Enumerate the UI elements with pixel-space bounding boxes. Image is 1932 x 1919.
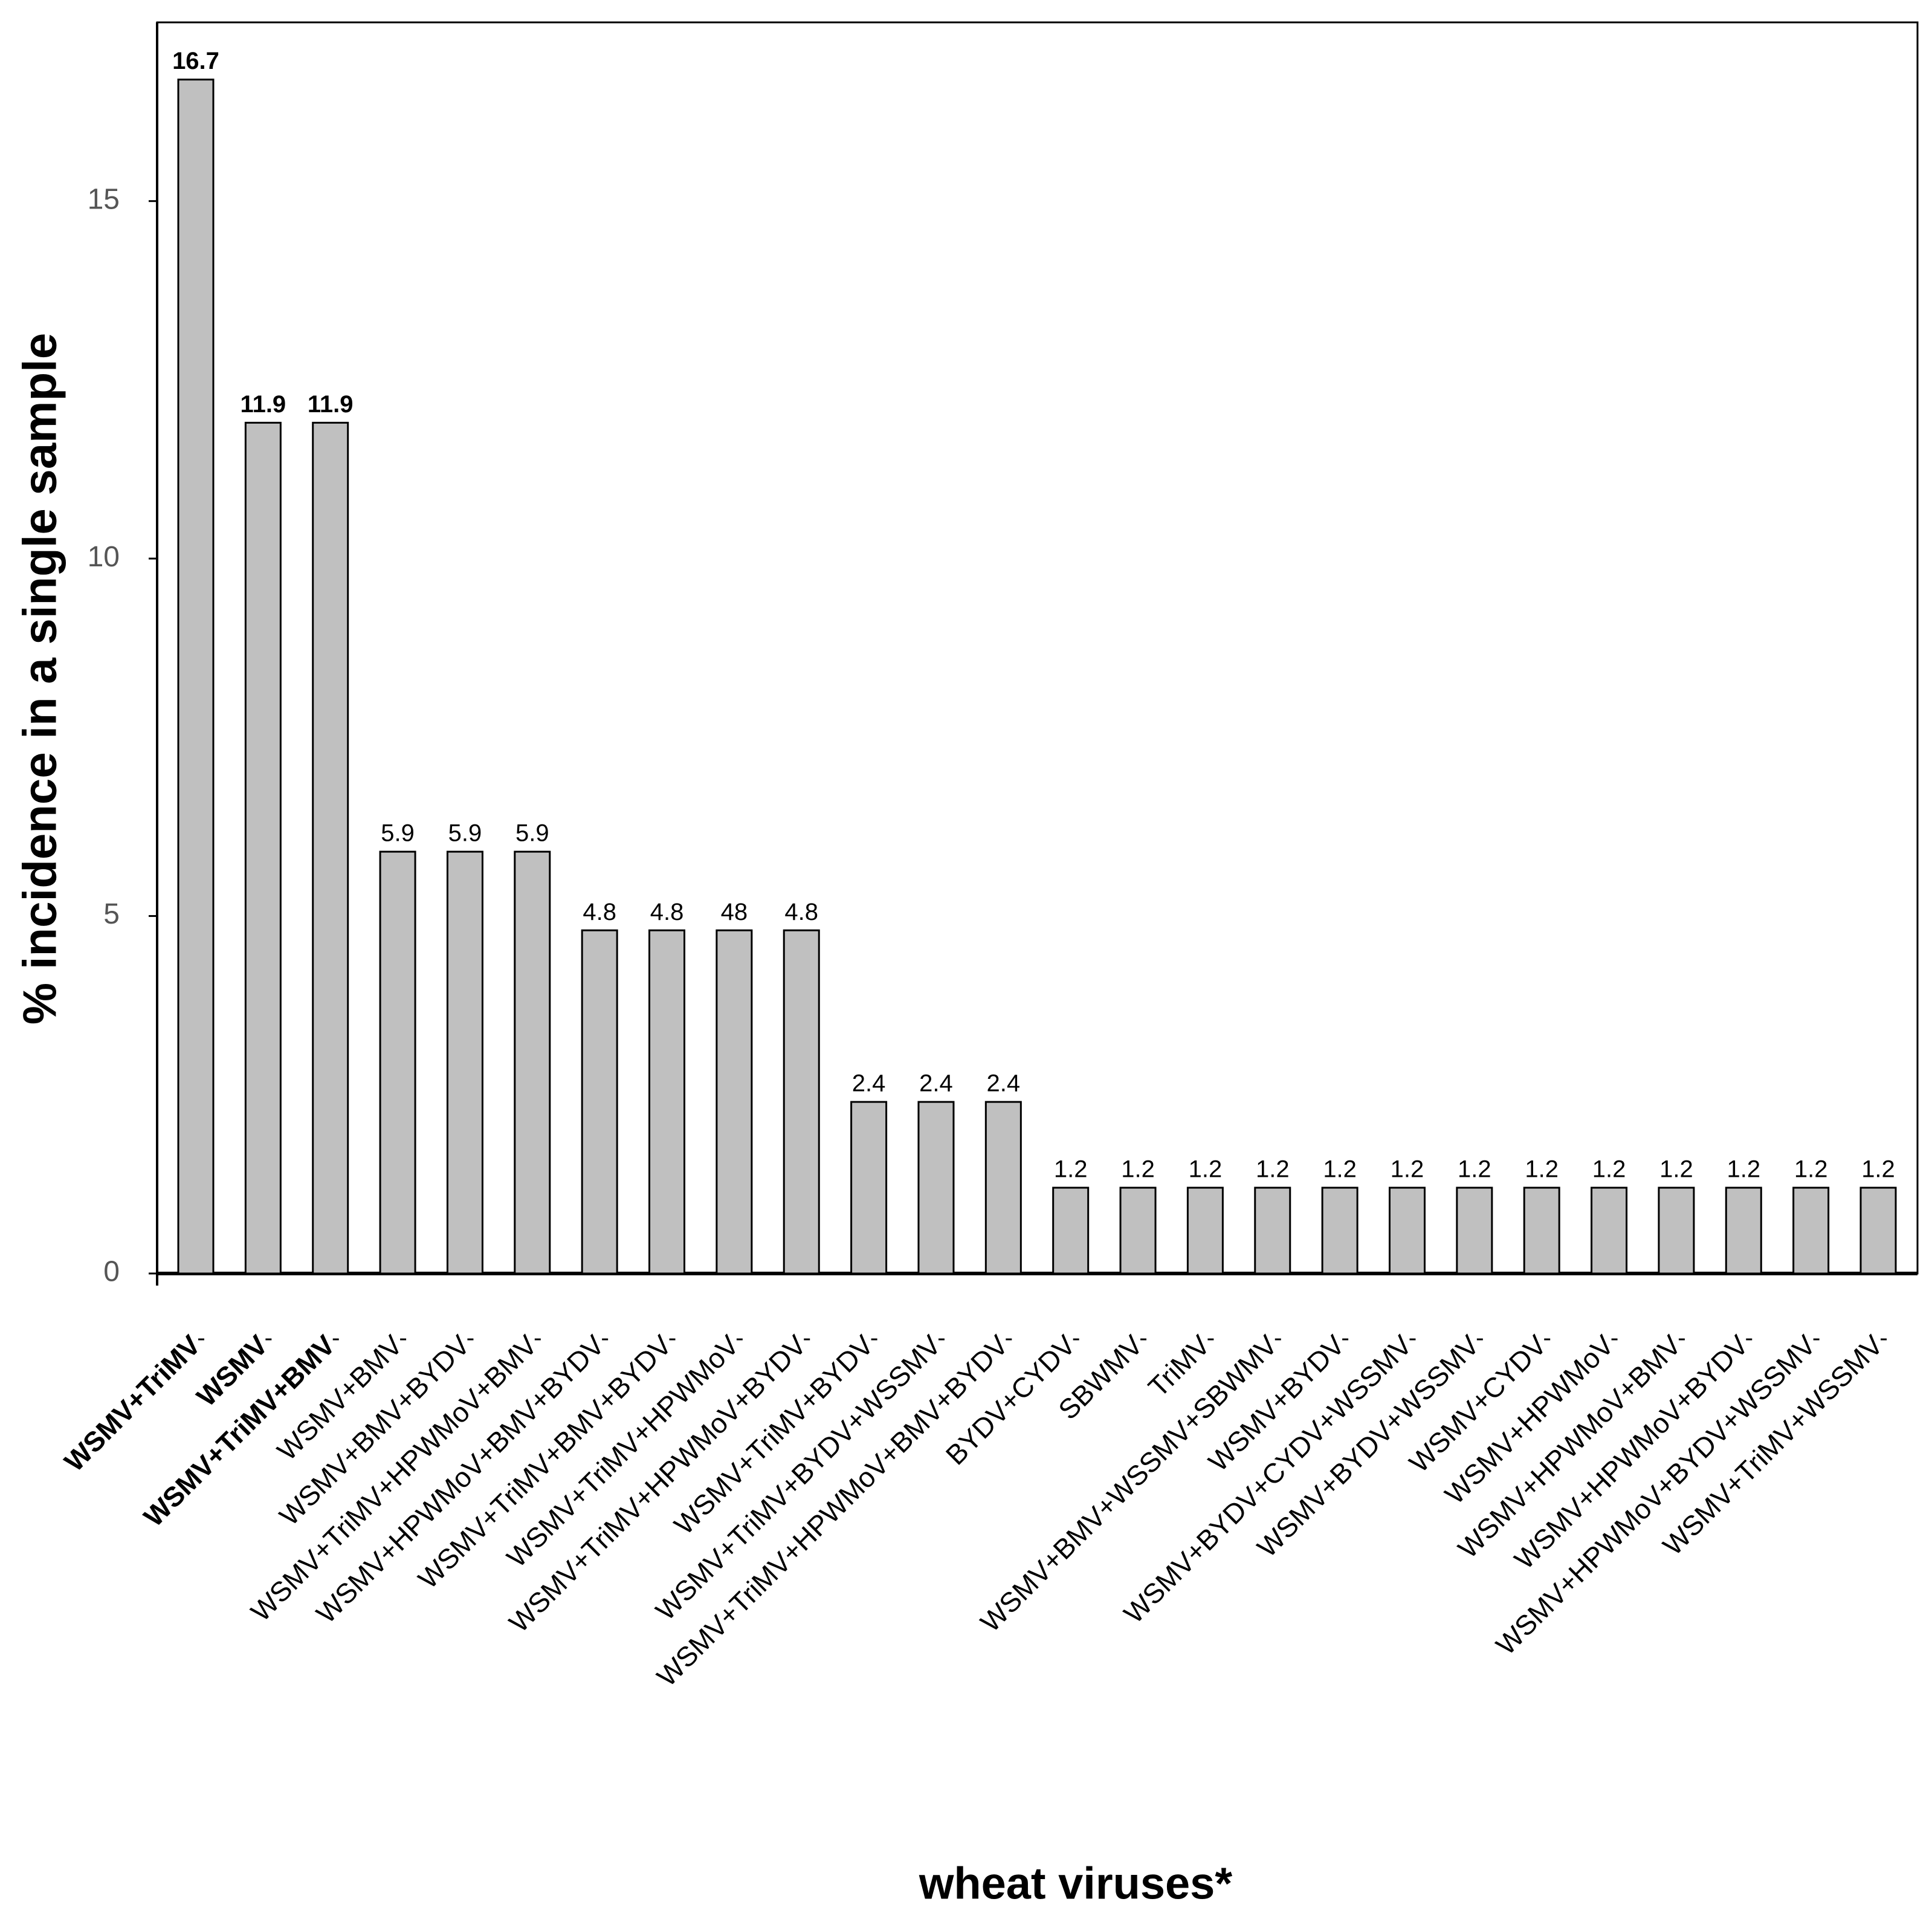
value-label: 5.9	[381, 820, 415, 847]
y-tick-label: 15	[88, 183, 120, 215]
value-label: 4.8	[583, 899, 616, 925]
plot-frame	[156, 21, 1919, 1275]
value-label: 2.4	[987, 1070, 1021, 1097]
value-label: 1.2	[1189, 1156, 1223, 1183]
value-label: 1.2	[1861, 1156, 1895, 1183]
bar	[244, 421, 282, 1275]
bar	[177, 79, 215, 1275]
bar	[984, 1101, 1022, 1275]
bar	[1658, 1186, 1695, 1275]
bar	[1725, 1186, 1762, 1275]
value-label: 1.2	[1391, 1156, 1424, 1183]
bar	[716, 929, 753, 1275]
value-label: 1.2	[1727, 1156, 1760, 1183]
value-label: 1.2	[1592, 1156, 1626, 1183]
value-label: 16.7	[172, 48, 219, 74]
y-tick-label: 5	[103, 898, 120, 930]
value-label: 48	[721, 899, 748, 925]
value-label: 11.9	[241, 391, 286, 418]
value-label: 1.2	[1121, 1156, 1155, 1183]
bar	[1186, 1186, 1224, 1275]
value-label: 1.2	[1054, 1156, 1088, 1183]
value-label: 1.2	[1525, 1156, 1559, 1183]
x-tick-label: WSMV+TriMV	[58, 1329, 207, 1478]
bar	[379, 850, 416, 1275]
value-label: 11.9	[308, 391, 354, 418]
y-tick-label: 0	[103, 1256, 120, 1288]
bar	[514, 850, 551, 1275]
value-label: 1.2	[1323, 1156, 1357, 1183]
bar	[446, 850, 483, 1275]
bar	[312, 421, 349, 1275]
bar	[1456, 1186, 1493, 1275]
y-tick-label: 10	[88, 541, 120, 573]
bar	[1119, 1186, 1157, 1275]
bar	[581, 929, 618, 1275]
value-label: 5.9	[515, 820, 549, 847]
value-label: 5.9	[448, 820, 482, 847]
bar	[1388, 1186, 1426, 1275]
value-label: 2.4	[919, 1070, 953, 1097]
bar	[783, 929, 820, 1275]
bar	[850, 1101, 888, 1275]
bar	[648, 929, 686, 1275]
value-label: 4.8	[784, 899, 818, 925]
value-label: 1.2	[1458, 1156, 1491, 1183]
value-label: 4.8	[650, 899, 684, 925]
value-label: 1.2	[1659, 1156, 1693, 1183]
bar	[1859, 1186, 1897, 1275]
bar	[1591, 1186, 1628, 1275]
value-label: 2.4	[852, 1070, 886, 1097]
value-label: 1.2	[1794, 1156, 1828, 1183]
bar	[1321, 1186, 1359, 1275]
y-axis-title: % incidence in a single sample	[13, 333, 66, 1024]
bar	[1523, 1186, 1560, 1275]
bar	[1052, 1186, 1090, 1275]
bar	[1792, 1186, 1830, 1275]
value-label: 1.2	[1256, 1156, 1290, 1183]
bar	[917, 1101, 955, 1275]
x-axis-title: wheat viruses*	[919, 1859, 1232, 1909]
bar	[1254, 1186, 1291, 1275]
